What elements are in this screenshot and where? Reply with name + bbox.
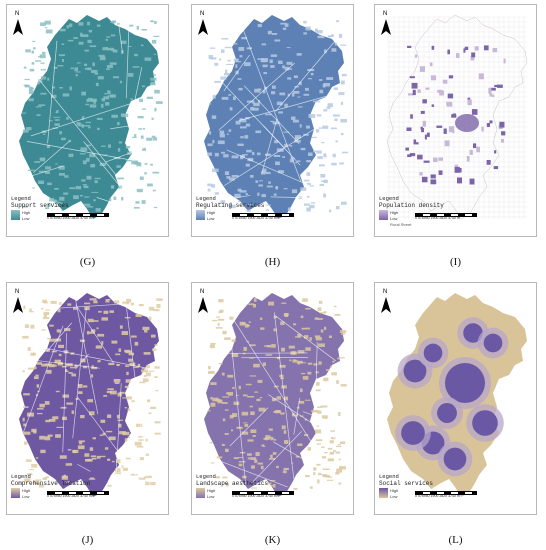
panel-caption-k: (K) <box>264 534 281 546</box>
north-arrow-icon: N <box>13 11 25 37</box>
map-panel-k: N Legend Landscape aesthetics High Low 0… <box>191 282 354 515</box>
map-panel-j: N Legend Comprehensive location High Low… <box>6 282 169 515</box>
legend-layer-name: Support services <box>11 202 69 209</box>
north-arrow-icon: N <box>13 289 25 315</box>
legend-title: Legend <box>11 473 31 480</box>
legend-high: High <box>207 488 216 493</box>
legend-color-ramp <box>379 210 388 220</box>
legend-color-ramp <box>196 488 205 498</box>
scale-bar: 0 475950 1900 2820 3740 m <box>415 491 505 499</box>
legend-low: Low <box>207 216 215 221</box>
map-panel-g: N Legend Support services High Low 0 475… <box>6 4 169 237</box>
legend-low: Low <box>22 494 30 499</box>
district-map <box>204 15 349 219</box>
legend-low: Low <box>207 494 215 499</box>
north-arrow-icon: N <box>381 289 393 315</box>
scale-bar: 0 475950 1900 2820 3740 m <box>232 491 322 499</box>
legend-color-ramp <box>11 210 20 220</box>
district-map <box>19 293 163 497</box>
panel-caption-j: (J) <box>81 534 94 546</box>
map-legend: Legend Comprehensive location High Low 0… <box>11 474 161 508</box>
map-legend: Legend Regulating services High Low 0 47… <box>196 196 346 230</box>
map-legend: Legend Landscape aesthetics High Low 0 4… <box>196 474 346 508</box>
map-legend: Legend Social services High Low 0 475950… <box>379 474 529 508</box>
legend-extra: Rural Street <box>390 222 412 227</box>
panel-caption-h: (H) <box>264 256 281 268</box>
legend-color-ramp <box>379 488 388 498</box>
district-map <box>19 15 163 219</box>
legend-layer-name: Population density <box>379 202 444 209</box>
legend-low: Low <box>390 494 398 499</box>
scale-bar: 0 475950 1900 2820 3740 m <box>415 213 505 221</box>
north-arrow-icon: N <box>198 11 210 37</box>
legend-layer-name: Landscape aesthetics <box>196 480 269 487</box>
legend-layer-name: Social services <box>379 480 434 487</box>
district-map <box>204 293 347 497</box>
legend-high: High <box>22 488 31 493</box>
panel-caption-i: (I) <box>450 256 461 268</box>
panel-caption-l: (L) <box>448 534 463 546</box>
legend-high: High <box>390 210 399 215</box>
map-panel-l: N Legend Social services High Low 0 4759… <box>374 282 537 515</box>
legend-high: High <box>207 210 216 215</box>
legend-title: Legend <box>379 195 399 202</box>
legend-high: High <box>22 210 31 215</box>
north-arrow-icon: N <box>381 11 393 37</box>
legend-layer-name: Regulating services <box>196 202 265 209</box>
scale-bar: 0 475950 1900 2820 3740 m <box>232 213 322 221</box>
map-legend: Legend Support services High Low 0 47595… <box>11 196 161 230</box>
map-panel-i: N Legend Population density High Low 0 4… <box>374 4 537 237</box>
legend-color-ramp <box>11 488 20 498</box>
legend-layer-name: Comprehensive location <box>11 480 91 487</box>
district-map <box>386 14 528 220</box>
legend-title: Legend <box>11 195 31 202</box>
north-arrow-icon: N <box>198 289 210 315</box>
scale-bar: 0 475950 1900 2820 3740 m <box>47 491 137 499</box>
panel-caption-g: (G) <box>79 256 96 268</box>
legend-color-ramp <box>196 210 205 220</box>
legend-title: Legend <box>379 473 399 480</box>
scale-bar: 0 475950 1900 2820 3740 m <box>47 213 137 221</box>
district-map <box>387 293 527 497</box>
map-panel-h: N Legend Regulating services High Low 0 … <box>191 4 354 237</box>
legend-title: Legend <box>196 473 216 480</box>
legend-low: Low <box>22 216 30 221</box>
legend-title: Legend <box>196 195 216 202</box>
map-legend: Legend Population density High Low 0 475… <box>379 196 529 230</box>
legend-low: Low <box>390 216 398 221</box>
legend-high: High <box>390 488 399 493</box>
